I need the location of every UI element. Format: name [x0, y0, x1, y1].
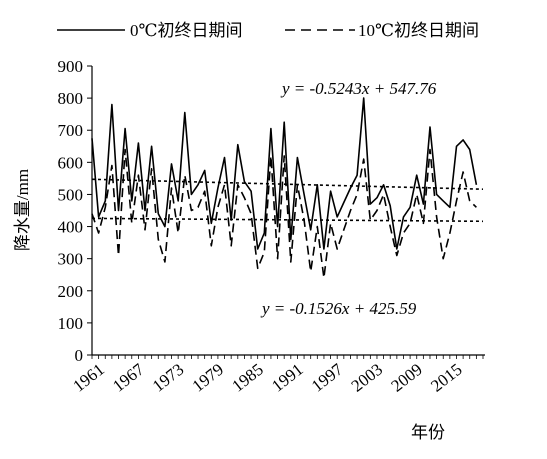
y-tick-label: 600: [58, 153, 84, 172]
x-tick-label: 1967: [109, 359, 148, 395]
series-layer: [91, 97, 478, 279]
y-ticks: 0 100 200 300 400 500 600 700 800 900: [58, 57, 92, 365]
y-axis-title: 降水量/mm: [13, 169, 32, 251]
y-tick-label: 100: [58, 314, 84, 333]
legend: 0℃初终日期间 10℃初终日期间: [57, 21, 479, 40]
y-tick-label: 200: [58, 282, 84, 301]
y-tick-label: 300: [58, 250, 84, 269]
series-line-0c: [91, 97, 478, 250]
x-tick-label: 1973: [149, 360, 187, 396]
x-tick-label: 1985: [228, 360, 266, 396]
y-tick-label: 0: [75, 346, 84, 365]
x-axis-title: 年份: [411, 423, 445, 442]
x-tick-label: 1961: [69, 360, 107, 396]
y-tick-label: 400: [58, 218, 84, 237]
y-tick-label: 700: [58, 121, 84, 140]
x-ticks: 1961 1967 1973 1979 1985 1991 1997 2003 2009 2015: [69, 355, 484, 396]
x-tick-label: 2015: [427, 360, 465, 396]
axes: [91, 66, 485, 356]
trendline-layer: [91, 178, 484, 223]
x-tick-label: 2009: [387, 360, 425, 396]
y-tick-label: 900: [58, 57, 84, 76]
x-tick-label: 1997: [308, 359, 347, 395]
legend-label-10c: 10℃初终日期间: [358, 21, 479, 40]
x-tick-label: 1979: [189, 360, 227, 396]
legend-label-0c: 0℃初终日期间: [130, 21, 243, 40]
trendline-10c: [91, 217, 484, 223]
y-tick-label: 800: [58, 89, 84, 108]
equation-lower: y = -0.1526x + 425.59: [260, 299, 417, 318]
y-tick-label: 500: [58, 185, 84, 204]
series-line-10c: [91, 148, 477, 279]
equation-upper: y = -0.5243x + 547.76: [280, 79, 437, 98]
trendline-0c: [91, 178, 484, 191]
x-tick-label: 1991: [268, 360, 306, 396]
x-tick-label: 2003: [348, 360, 386, 396]
